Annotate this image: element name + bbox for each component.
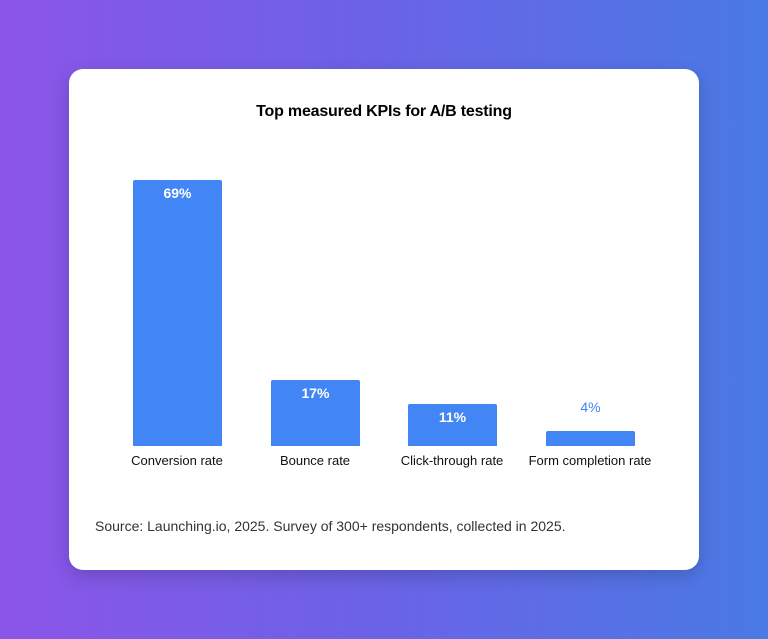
bar-value-label: 17%	[301, 385, 330, 401]
bar-bounce-rate	[271, 380, 360, 446]
bar-plot-area: 69% Conversion rate 17% Bounce rate 11% Click…	[69, 69, 699, 570]
chart-card: Top measured KPIs for A/B testing 69% Con…	[69, 69, 699, 570]
bar-value-label: 4%	[580, 399, 601, 415]
category-label: Bounce rate	[279, 453, 351, 468]
bar-form-completion-rate	[546, 431, 635, 446]
chart-title: Top measured KPIs for A/B testing	[256, 103, 512, 120]
category-label: Form completion rate	[528, 453, 652, 468]
category-label: Conversion rate	[131, 453, 223, 468]
bar-value-label: 11%	[438, 409, 467, 425]
bar-click-through-rate	[408, 404, 497, 446]
bar-value-label: 69%	[163, 185, 192, 201]
bar-conversion-rate	[133, 180, 222, 446]
category-label: Click-through rate	[400, 453, 504, 468]
source-note: Source: Launching.io, 2025. Survey of 30…	[95, 518, 566, 534]
